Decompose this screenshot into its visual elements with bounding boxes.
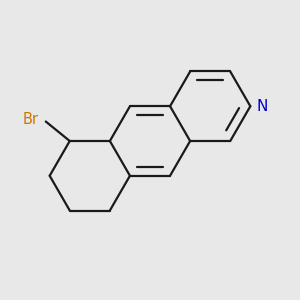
Text: Br: Br [22, 112, 38, 128]
Text: N: N [257, 99, 268, 114]
